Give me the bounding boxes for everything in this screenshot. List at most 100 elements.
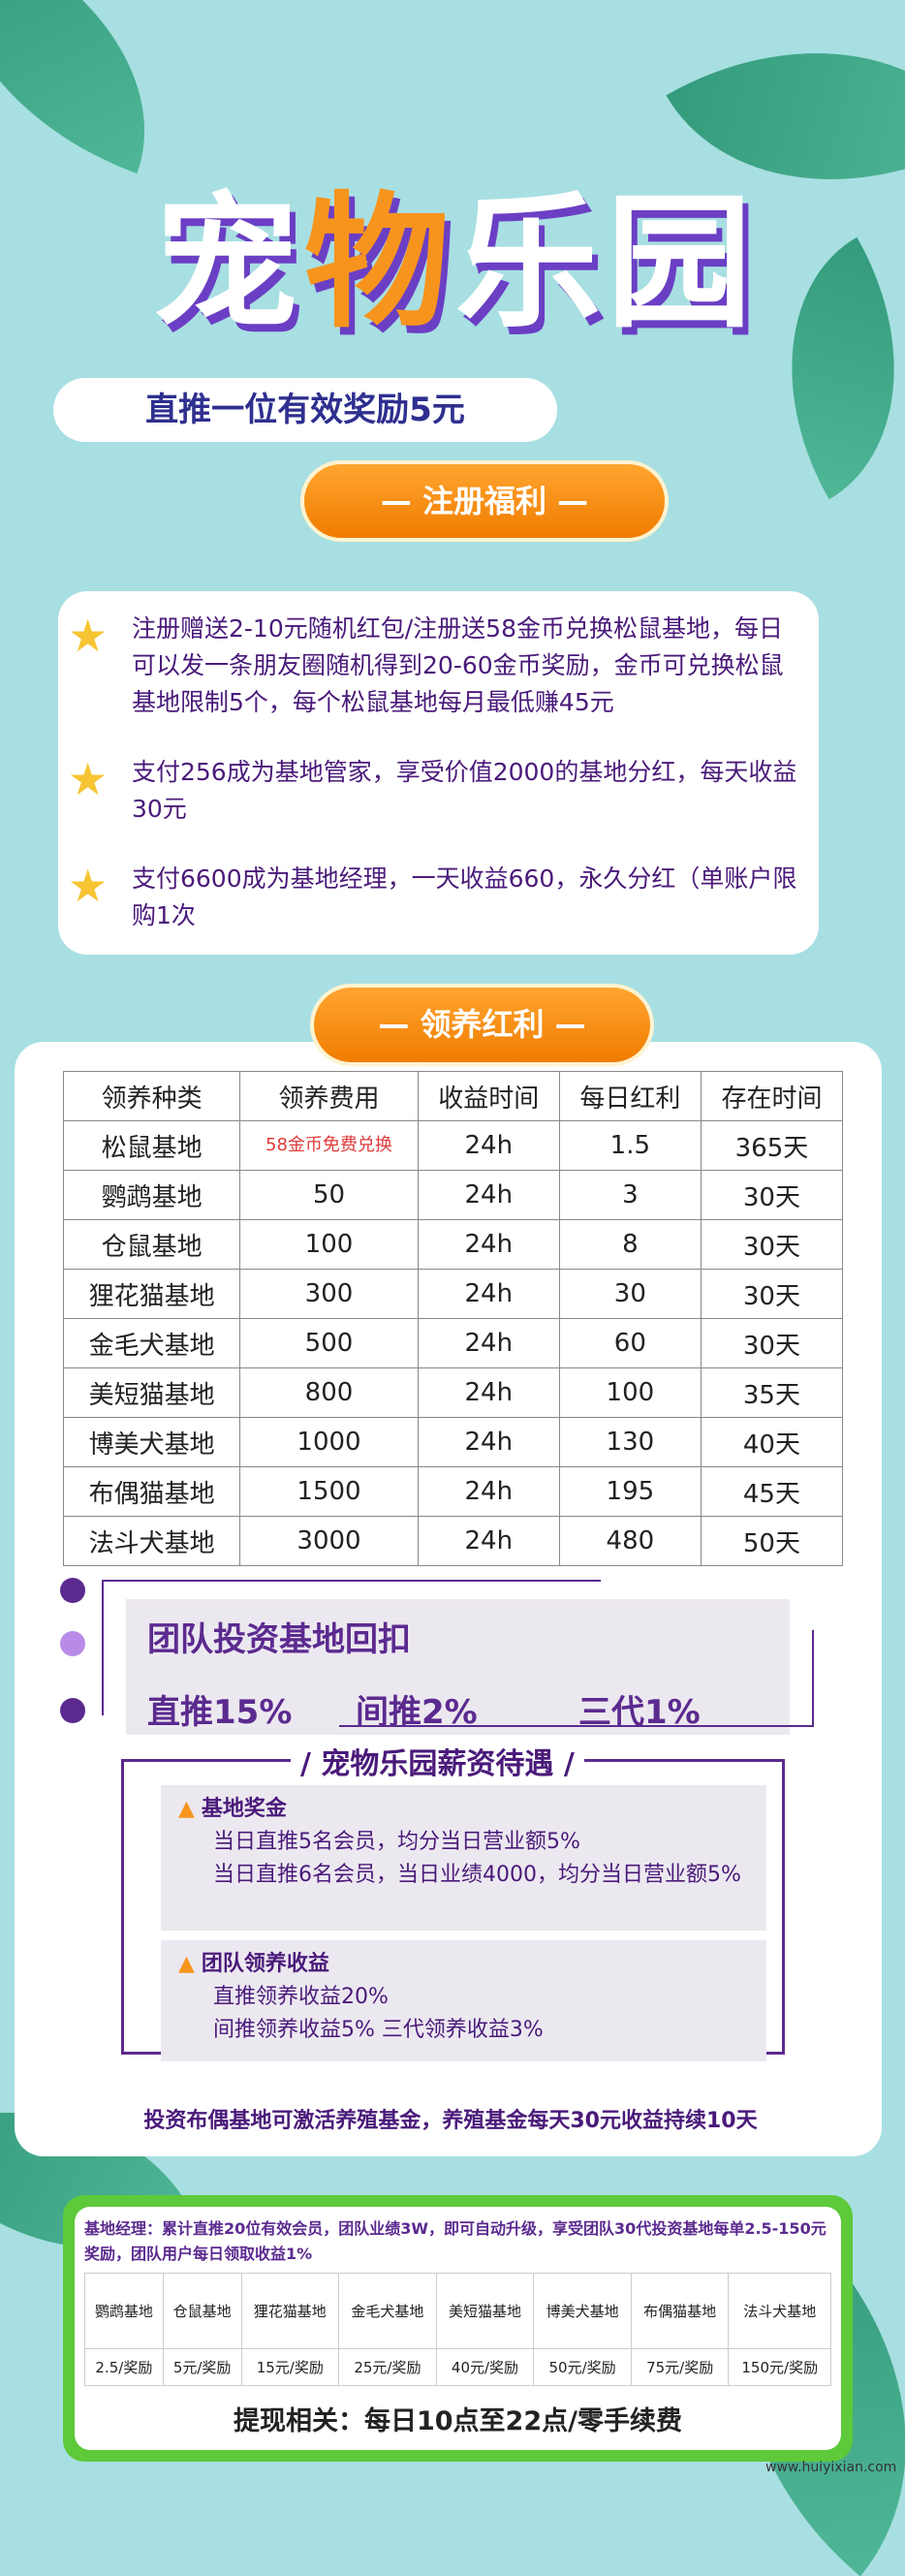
manager-name-cell: 鹦鹉基地 (84, 2273, 164, 2349)
table-row: 鹦鹉基地 50 24h 3 30天 (62, 1170, 844, 1220)
table-cell: 60 (558, 1318, 702, 1368)
table-header: 领养费用 (239, 1071, 419, 1121)
table-row: 博美犬基地 1000 24h 130 40天 (62, 1417, 844, 1467)
manager-name-cell: 仓鼠基地 (162, 2273, 242, 2349)
register-benefits-heading: — 注册福利 — (300, 460, 669, 542)
table-cell: 美短猫基地 (62, 1367, 241, 1418)
manager-reward-cell: 50元/奖励 (533, 2348, 632, 2386)
team-rebate-title: 团队投资基地回扣 (147, 1620, 411, 1659)
table-cell: 24h (417, 1516, 560, 1566)
table-cell: 仓鼠基地 (62, 1219, 241, 1270)
table-row: 松鼠基地 58金币免费兑换 24h 1.5 365天 (62, 1120, 844, 1171)
table-header: 每日红利 (558, 1071, 702, 1121)
manager-reward-cell: 40元/奖励 (435, 2348, 535, 2386)
star-icon: ★ (68, 610, 109, 662)
salary-title: / 宠物乐园薪资待遇 / (291, 1740, 584, 1782)
benefit-item: ★ 支付6600成为基地经理，一天收益660，永久分红（单账户限购1次 (68, 860, 797, 929)
manager-name-cell: 法斗犬基地 (728, 2273, 831, 2349)
frame-line (102, 1580, 601, 1715)
table-cell: 1500 (239, 1466, 419, 1517)
benefit-item: ★ 注册赠送2-10元随机红包/注册送58金币兑换松鼠基地，每日可以发一条朋友圈随… (68, 610, 784, 716)
table-cell: 45天 (700, 1466, 844, 1517)
table-cell: 1.5 (558, 1120, 702, 1171)
table-row: 仓鼠基地 100 24h 8 30天 (62, 1219, 844, 1270)
table-cell: 100 (558, 1367, 702, 1418)
manager-name-cell: 金毛犬基地 (338, 2273, 437, 2349)
table-cell: 30 (558, 1269, 702, 1319)
table-row: 金毛犬基地 500 24h 60 30天 (62, 1318, 844, 1368)
subtitle-pill: 直推一位有效奖励5元 (53, 378, 557, 442)
page-title: 宠物乐园 (152, 179, 759, 348)
table-cell: 法斗犬基地 (62, 1516, 241, 1566)
direct-rate: 直推15% (147, 1693, 293, 1732)
table-cell: 3000 (239, 1516, 419, 1566)
manager-reward-cell: 5元/奖励 (162, 2348, 242, 2386)
table-cell: 松鼠基地 (62, 1120, 241, 1171)
table-row: 美短猫基地 800 24h 100 35天 (62, 1367, 844, 1418)
table-header: 收益时间 (417, 1071, 560, 1121)
table-cell: 365天 (700, 1120, 844, 1171)
table-cell: 30天 (700, 1219, 844, 1270)
table-cell: 24h (417, 1318, 560, 1368)
manager-reward-cell: 15元/奖励 (240, 2348, 340, 2386)
table-cell: 30天 (700, 1170, 844, 1220)
table-cell: 24h (417, 1120, 560, 1171)
table-cell: 130 (558, 1417, 702, 1467)
dot-decoration (60, 1698, 85, 1723)
table-cell: 30天 (700, 1269, 844, 1319)
table-cell: 800 (239, 1367, 419, 1418)
table-cell: 40天 (700, 1417, 844, 1467)
table-cell: 3 (558, 1170, 702, 1220)
benefit-item: ★ 支付256成为基地管家，享受价值2000的基地分红，每天收益30元 (68, 753, 797, 823)
manager-reward-cell: 75元/奖励 (630, 2348, 730, 2386)
table-cell: 24h (417, 1269, 560, 1319)
table-cell: 布偶猫基地 (62, 1466, 241, 1517)
table-cell: 500 (239, 1318, 419, 1368)
table-header: 领养种类 (62, 1071, 241, 1121)
watermark: www.huiyixian.com (765, 2460, 897, 2475)
frame-line (339, 1630, 814, 1727)
table-cell: 24h (417, 1367, 560, 1418)
manager-text: 基地经理：累计直推20位有效会员，团队业绩3W，即可自动升级，享受团队30代投资… (84, 2219, 827, 2263)
manager-box: 基地经理：累计直推20位有效会员，团队业绩3W，即可自动升级，享受团队30代投资… (63, 2195, 853, 2462)
table-header: 存在时间 (700, 1071, 844, 1121)
fund-note: 投资布偶基地可激活养殖基金，养殖基金每天30元收益持续10天 (143, 2109, 758, 2133)
table-row: 布偶猫基地 1500 24h 195 45天 (62, 1466, 844, 1517)
table-cell: 24h (417, 1417, 560, 1467)
table-cell: 30天 (700, 1318, 844, 1368)
register-benefits-card: ★ 注册赠送2-10元随机红包/注册送58金币兑换松鼠基地，每日可以发一条朋友圈随… (58, 591, 819, 955)
dot-decoration (60, 1578, 85, 1603)
table-cell: 100 (239, 1219, 419, 1270)
manager-reward-cell: 25元/奖励 (338, 2348, 437, 2386)
team-rebate-box: 团队投资基地回扣 直推15% 间推2% 三代1% (126, 1599, 790, 1735)
table-cell: 8 (558, 1219, 702, 1270)
star-icon: ★ (68, 753, 109, 805)
table-cell: 金毛犬基地 (62, 1318, 241, 1368)
table-cell: 35天 (700, 1367, 844, 1418)
manager-reward-cell: 2.5/奖励 (84, 2348, 164, 2386)
table-cell: 50天 (700, 1516, 844, 1566)
manager-reward-cell: 150元/奖励 (728, 2348, 831, 2386)
base-bonus-box: ▲ 基地奖金 当日直推5名会员，均分当日营业额5% 当日直推6名会员，当日业绩4… (161, 1785, 766, 1931)
manager-name-cell: 布偶猫基地 (630, 2273, 730, 2349)
manager-name-cell: 博美犬基地 (533, 2273, 632, 2349)
table-cell: 1000 (239, 1417, 419, 1467)
withdraw-info: 提现相关：每日10点至22点/零手续费 (233, 2406, 682, 2436)
star-icon: ★ (68, 860, 109, 912)
table-row: 法斗犬基地 3000 24h 480 50天 (62, 1516, 844, 1566)
manager-name-cell: 美短猫基地 (435, 2273, 535, 2349)
adopt-benefits-heading: — 领养红利 — (310, 984, 654, 1066)
manager-name-cell: 狸花猫基地 (240, 2273, 340, 2349)
table-cell: 狸花猫基地 (62, 1269, 241, 1319)
table-cell: 24h (417, 1466, 560, 1517)
table-cell: 195 (558, 1466, 702, 1517)
table-cell: 58金币免费兑换 (239, 1120, 419, 1171)
team-adopt-box: ▲ 团队领养收益 直推领养收益20% 间推领养收益5% 三代领养收益3% (161, 1940, 766, 2061)
triangle-icon: ▲ (178, 1952, 195, 1976)
table-row: 狸花猫基地 300 24h 30 30天 (62, 1269, 844, 1319)
table-cell: 50 (239, 1170, 419, 1220)
table-cell: 24h (417, 1170, 560, 1220)
table-cell: 24h (417, 1219, 560, 1270)
dot-decoration (60, 1631, 85, 1656)
table-cell: 480 (558, 1516, 702, 1566)
